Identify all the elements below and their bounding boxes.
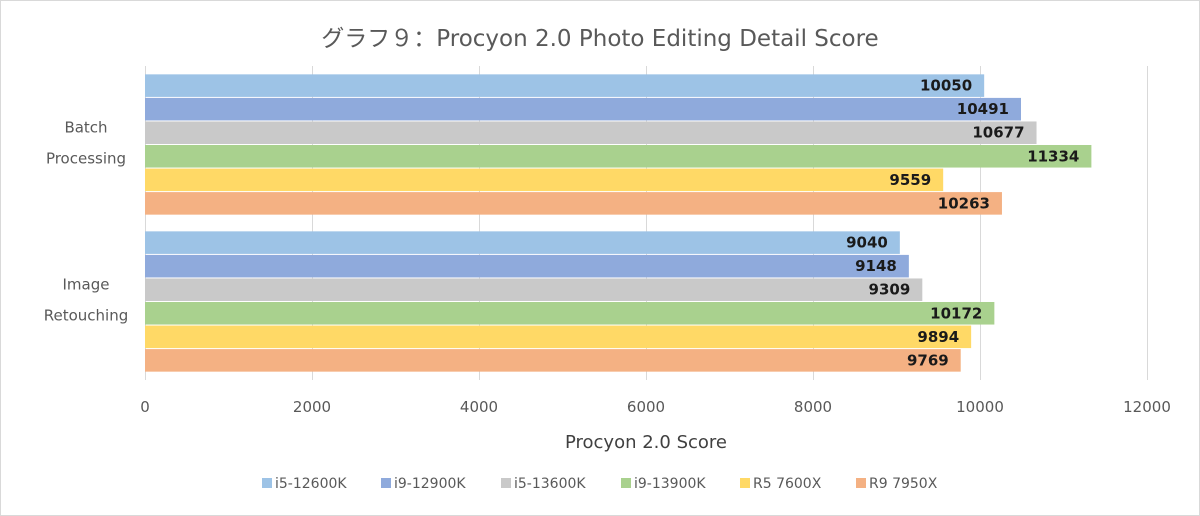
legend-label: R5 7600X (753, 476, 822, 492)
x-tick-label: 10000 (956, 398, 1004, 416)
x-tick-label: 2000 (293, 398, 331, 416)
bar (145, 278, 923, 301)
legend-swatch (262, 478, 272, 488)
category-labels: Batch Processing Image Retouching (44, 119, 129, 325)
legend-swatch (381, 478, 391, 488)
data-label: 9769 (907, 351, 949, 369)
category-label: Batch Processing (46, 119, 126, 168)
bar (145, 74, 985, 97)
x-tick-label: 4000 (460, 398, 498, 416)
x-axis-title: Procyon 2.0 Score (565, 432, 727, 453)
data-label: 9309 (869, 281, 911, 299)
data-label: 10491 (957, 100, 1009, 118)
bar (145, 121, 1037, 144)
x-tick-label: 12000 (1123, 398, 1171, 416)
bar (145, 97, 1021, 121)
bar (145, 302, 995, 325)
data-label: 9148 (855, 257, 897, 275)
legend-swatch (740, 478, 750, 488)
legend-swatch (501, 478, 511, 488)
x-tick-label: 8000 (794, 398, 832, 416)
legend: i5-12600K i9-12900K i5-13600K i9-13900K R5 7… (262, 476, 938, 492)
data-label: 10677 (972, 124, 1024, 142)
bar (145, 145, 1092, 168)
bar (145, 254, 909, 278)
x-tick-label: 6000 (627, 398, 665, 416)
legend-label: i9-12900K (394, 476, 466, 492)
chart-title: グラフ９：Procyon 2.0 Photo Editing Detail Sc… (321, 26, 878, 52)
bar (145, 231, 900, 254)
x-tick-label: 0 (140, 398, 150, 416)
category-label: Image Retouching (44, 276, 129, 325)
legend-label: R9 7950X (869, 476, 938, 492)
data-label: 10263 (938, 194, 990, 212)
data-label: 9040 (846, 234, 888, 252)
data-label: 10172 (930, 304, 982, 322)
x-tick-labels: 0 2000 4000 6000 8000 10000 12000 (140, 398, 1171, 416)
legend-swatch (621, 478, 631, 488)
bar (145, 192, 1002, 215)
legend-label: i9-13900K (634, 476, 706, 492)
data-label: 11334 (1027, 147, 1079, 165)
data-label: 9559 (889, 171, 931, 189)
data-label: 10050 (920, 77, 972, 95)
legend-label: i5-13600K (514, 476, 586, 492)
bar (145, 168, 944, 192)
bars (145, 74, 1092, 372)
legend-swatch (856, 478, 866, 488)
legend-label: i5-12600K (275, 476, 347, 492)
data-label: 9894 (917, 328, 959, 346)
bar (145, 325, 972, 349)
bar (145, 349, 961, 372)
